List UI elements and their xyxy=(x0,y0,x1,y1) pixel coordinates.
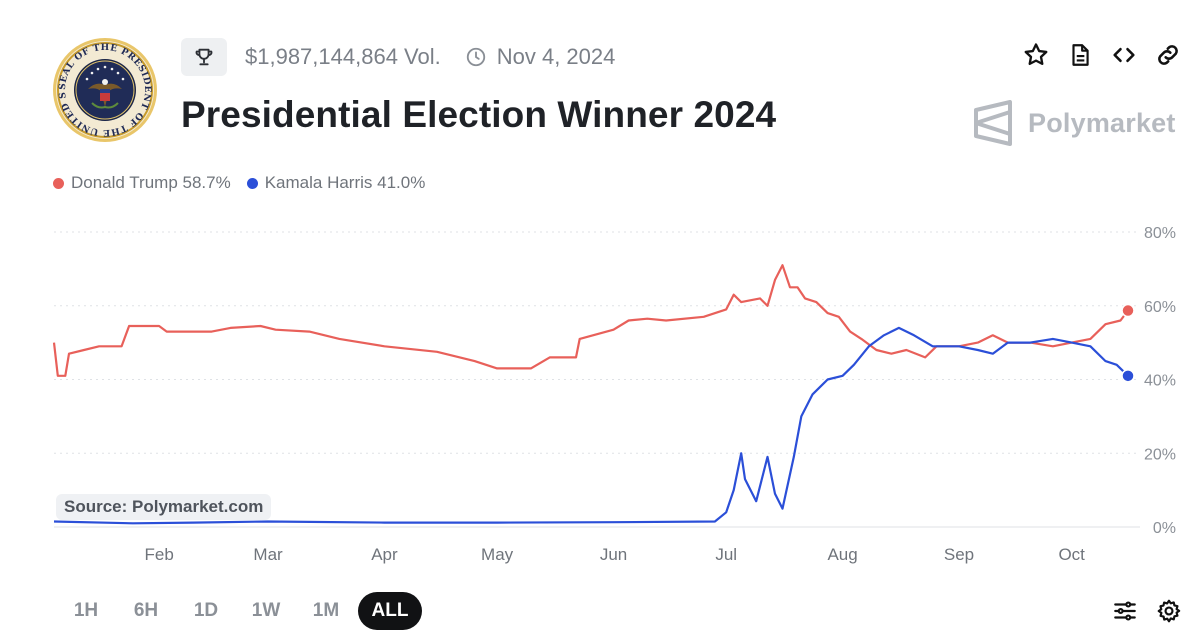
y-tick-label: 60% xyxy=(1144,299,1176,316)
brand-name: Polymarket xyxy=(1028,107,1176,138)
legend-dot-trump xyxy=(53,177,64,189)
series-line-harris xyxy=(53,326,1129,525)
legend-label-trump: Donald Trump 58.7% xyxy=(71,173,231,192)
y-tick-label: 80% xyxy=(1144,225,1176,242)
time-range-selector: 1H 6H 1D 1W 1M ALL xyxy=(56,592,422,630)
x-tick-label: Jul xyxy=(715,545,737,564)
price-history-chart[interactable]: 80% 60% 40% 20% 0% Feb Mar Apr May Jun Jul Aug Sep Oc… xyxy=(0,205,1200,575)
x-tick-label: Aug xyxy=(827,545,857,564)
x-tick-label: Oct xyxy=(1058,545,1085,564)
source-label: Source: Polymarket.com xyxy=(56,494,272,520)
legend-item-harris: Kamala Harris 41.0% xyxy=(246,173,426,193)
range-1m-button[interactable]: 1M xyxy=(312,600,340,621)
range-1d-button[interactable]: 1D xyxy=(193,600,219,621)
y-tick-label: 0% xyxy=(1153,520,1176,537)
x-tick-label: May xyxy=(481,545,514,564)
trophy-icon xyxy=(195,48,213,66)
x-tick-label: Jun xyxy=(600,545,627,564)
trophy-badge xyxy=(181,38,227,76)
range-1w-button[interactable]: 1W xyxy=(251,600,281,621)
polymarket-logo-icon xyxy=(974,100,1012,146)
link-icon[interactable] xyxy=(1154,40,1182,70)
star-icon[interactable] xyxy=(1022,40,1050,70)
seal-image: SEAL OF THE PRESIDENT OF THE UNITED STAT… xyxy=(48,30,157,142)
legend-item-trump: Donald Trump 58.7% xyxy=(53,173,231,193)
chart-tools xyxy=(1112,598,1182,624)
x-tick-label: Feb xyxy=(144,545,173,564)
chart-legend: Donald Trump 58.7% Kamala Harris 41.0% xyxy=(53,173,425,193)
embed-code-icon[interactable] xyxy=(1110,40,1138,70)
sliders-icon[interactable] xyxy=(1112,598,1138,624)
gear-icon[interactable] xyxy=(1156,598,1182,624)
document-icon[interactable] xyxy=(1066,40,1094,70)
legend-label-harris: Kamala Harris 41.0% xyxy=(264,173,426,192)
y-tick-label: 40% xyxy=(1144,373,1176,390)
polymarket-brand: Polymarket xyxy=(972,100,1176,146)
market-meta: $1,987,144,864 Vol. Nov 4, 2024 xyxy=(181,38,615,76)
market-title: Presidential Election Winner 2024 xyxy=(181,94,777,135)
series-endpoint-trump xyxy=(1121,303,1135,318)
y-tick-label: 20% xyxy=(1144,446,1176,463)
x-tick-label: Apr xyxy=(371,545,398,564)
clock-icon xyxy=(465,46,487,68)
action-bar xyxy=(1022,40,1182,70)
legend-dot-harris xyxy=(246,177,258,189)
presidential-seal-logo: SEAL OF THE PRESIDENT OF THE UNITED STAT… xyxy=(48,30,158,143)
series-line-trump xyxy=(52,264,1129,377)
range-all-button[interactable]: ALL xyxy=(358,592,422,630)
end-date-text: Nov 4, 2024 xyxy=(496,44,616,69)
range-6h-button[interactable]: 6H xyxy=(133,600,159,621)
series-endpoint-harris xyxy=(1121,369,1135,383)
x-tick-label: Sep xyxy=(944,545,974,564)
x-tick-label: Mar xyxy=(253,545,283,564)
range-1h-button[interactable]: 1H xyxy=(73,600,99,621)
volume-text: $1,987,144,864 Vol. xyxy=(245,44,441,69)
